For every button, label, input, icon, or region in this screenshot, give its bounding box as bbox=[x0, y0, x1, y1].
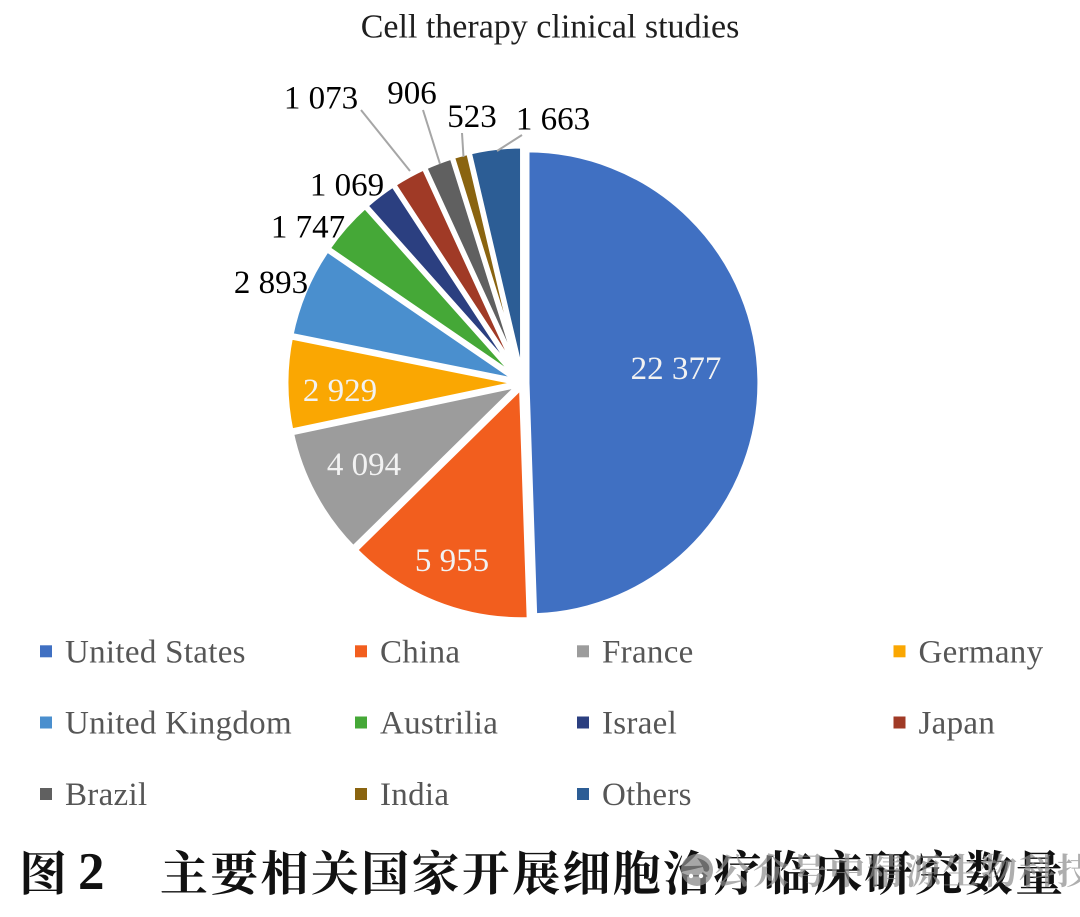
svg-text:22 377: 22 377 bbox=[631, 351, 722, 387]
svg-text:Germany: Germany bbox=[919, 635, 1044, 671]
svg-text:India: India bbox=[380, 777, 449, 813]
svg-text:4 094: 4 094 bbox=[327, 447, 401, 483]
svg-text:906: 906 bbox=[387, 76, 437, 112]
svg-text:United States: United States bbox=[65, 635, 246, 671]
svg-text:Cell therapy clinical studies: Cell therapy clinical studies bbox=[361, 9, 740, 46]
svg-text:United Kingdom: United Kingdom bbox=[65, 706, 292, 742]
svg-text:China: China bbox=[380, 635, 460, 671]
svg-text:2 893: 2 893 bbox=[234, 265, 308, 301]
svg-text:523: 523 bbox=[447, 99, 497, 135]
svg-text:1 663: 1 663 bbox=[516, 102, 590, 138]
svg-text:5 955: 5 955 bbox=[415, 543, 489, 579]
svg-text:Japan: Japan bbox=[919, 706, 996, 742]
svg-text:Brazil: Brazil bbox=[65, 777, 147, 813]
svg-text:Israel: Israel bbox=[602, 706, 677, 742]
svg-text:Others: Others bbox=[602, 777, 692, 813]
svg-text:1 747: 1 747 bbox=[271, 210, 345, 246]
svg-text:1 069: 1 069 bbox=[310, 168, 384, 204]
svg-text:2 929: 2 929 bbox=[303, 373, 377, 409]
svg-text:1 073: 1 073 bbox=[284, 81, 358, 117]
svg-text:France: France bbox=[602, 635, 694, 671]
svg-text:2: 2 bbox=[78, 843, 105, 901]
svg-text:Austrilia: Austrilia bbox=[380, 706, 498, 742]
